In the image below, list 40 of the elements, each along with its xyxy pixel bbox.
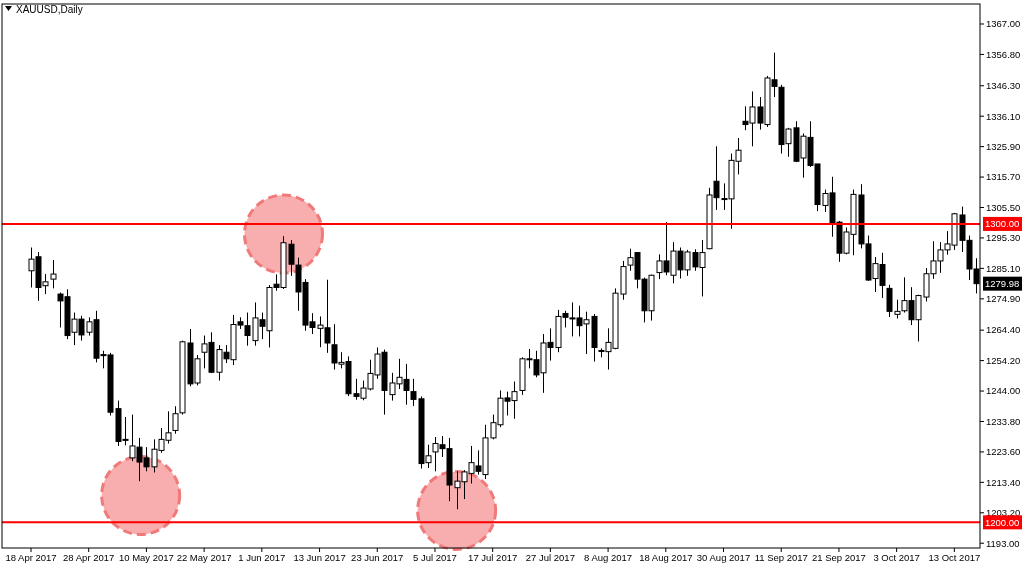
candlestick — [172, 405, 179, 435]
y-tick-label: 1254.20 — [986, 354, 1021, 366]
x-tick-label: 22 May 2017 — [176, 552, 232, 563]
y-tick-label: 1264.40 — [986, 324, 1021, 336]
y-tick-label: 1315.70 — [986, 171, 1021, 183]
x-tick-label: 27 Jul 2017 — [525, 552, 575, 563]
y-tick-label: 1193.00 — [986, 537, 1020, 549]
x-tick-label: 28 Apr 2017 — [63, 552, 115, 563]
y-tick-label: 1274.90 — [986, 293, 1021, 305]
x-tick-label: 11 Sep 2017 — [754, 552, 808, 563]
y-tick-label: 1244.00 — [986, 385, 1021, 397]
x-tick-label: 17 Jul 2017 — [468, 552, 518, 563]
ref-line-label: 1200.00 — [985, 516, 1020, 528]
y-tick-label: 1336.10 — [986, 110, 1021, 122]
x-tick-label: 23 Jun 2017 — [351, 552, 404, 563]
text: 1279.98 — [985, 277, 1020, 289]
ref-line-label: 1300.00 — [985, 218, 1020, 230]
candlestick — [50, 259, 57, 289]
x-tick-label: 3 Oct 2017 — [873, 552, 920, 563]
x-tick-label: 5 Jul 2017 — [413, 552, 457, 563]
y-tick-label: 1367.00 — [986, 18, 1021, 30]
x-tick-label: 8 Aug 2017 — [584, 552, 633, 563]
y-tick-label: 1325.90 — [986, 140, 1021, 152]
x-tick-label: 13 Jun 2017 — [293, 552, 346, 563]
chart-title: XAUUSD,Daily — [16, 4, 83, 15]
x-tick-label: 18 Apr 2017 — [5, 552, 57, 563]
y-tick-label: 1305.50 — [986, 201, 1021, 213]
x-tick-label: 13 Oct 2017 — [928, 552, 981, 563]
y-tick-label: 1233.80 — [986, 415, 1021, 427]
x-tick-label: 10 May 2017 — [118, 552, 174, 563]
x-tick-label: 18 Aug 2017 — [639, 552, 693, 563]
x-tick-label: 1 Jun 2017 — [238, 552, 286, 563]
y-tick-label: 1223.60 — [986, 446, 1021, 458]
y-tick-label: 1295.30 — [986, 232, 1021, 244]
y-tick-label: 1285.10 — [986, 262, 1021, 274]
y-tick-label: 1346.30 — [986, 80, 1021, 92]
y-tick-label: 1213.40 — [986, 476, 1021, 488]
y-tick-label: 1356.80 — [986, 48, 1021, 60]
x-tick-label: 21 Sep 2017 — [811, 552, 866, 563]
x-tick-label: 30 Aug 2017 — [696, 552, 751, 563]
